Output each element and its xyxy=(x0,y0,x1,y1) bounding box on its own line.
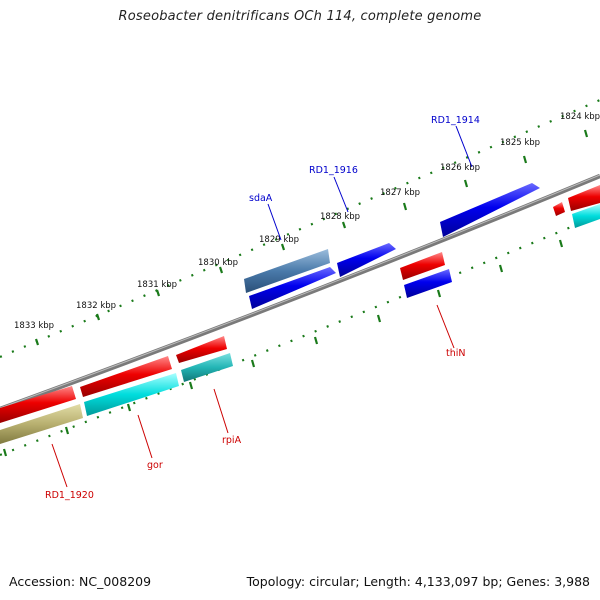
kbp-label: 1833 kbp xyxy=(14,321,54,331)
gene-thin[interactable] xyxy=(400,252,445,280)
forward-genes xyxy=(244,183,600,309)
reverse-genes xyxy=(0,252,452,444)
label-rd1-1916: RD1_1916 xyxy=(309,165,358,176)
gene-red-left-edge[interactable] xyxy=(0,386,76,423)
kbp-label: 1825 kbp xyxy=(500,138,540,148)
genome-backbone-highlight xyxy=(0,174,600,409)
inner-scale-ring xyxy=(0,213,600,457)
label-thin: thiN xyxy=(446,348,466,359)
outer-major-ticks xyxy=(34,129,589,346)
callout-lines xyxy=(51,125,473,488)
kbp-label: 1827 kbp xyxy=(380,188,420,198)
gene-sdaa[interactable] xyxy=(244,249,330,293)
gene-gor-cog[interactable] xyxy=(84,373,179,416)
gene-rd1-1920[interactable] xyxy=(0,404,83,444)
gene-red-right-edge[interactable] xyxy=(568,185,600,211)
kbp-label: 1826 kbp xyxy=(440,163,480,173)
map-title: Roseobacter denitrificans OCh 114, compl… xyxy=(118,9,482,24)
gene-red-small-right[interactable] xyxy=(553,202,565,216)
inner-major-ticks xyxy=(2,239,564,457)
kbp-labels: 1824 kbp 1825 kbp 1826 kbp 1827 kbp 1828… xyxy=(14,112,600,331)
genome-backbone xyxy=(0,173,600,412)
gene-rd1-1916[interactable] xyxy=(337,243,396,277)
kbp-label: 1832 kbp xyxy=(76,301,116,311)
accession-text: Accession: NC_008209 xyxy=(9,574,152,589)
label-rpia: rpiA xyxy=(222,435,242,446)
kbp-label: 1824 kbp xyxy=(560,112,600,122)
label-gor: gor xyxy=(147,460,163,471)
kbp-label: 1828 kbp xyxy=(320,212,360,222)
gene-gor[interactable] xyxy=(80,356,172,397)
gene-rpia-cog[interactable] xyxy=(181,353,233,382)
label-rd1-1914: RD1_1914 xyxy=(431,115,480,126)
gene-rd1-1914[interactable] xyxy=(440,183,540,237)
kbp-label: 1830 kbp xyxy=(198,258,238,268)
gene-thin-cog[interactable] xyxy=(404,269,452,298)
gene-labels: RD1_1914 RD1_1916 sdaA thiN rpiA gor RD1… xyxy=(45,115,480,501)
outer-scale-ring xyxy=(0,98,600,359)
kbp-label: 1829 kbp xyxy=(259,235,299,245)
label-rd1-1920: RD1_1920 xyxy=(45,490,94,501)
gene-rpia[interactable] xyxy=(176,336,227,363)
gene-blue-lower[interactable] xyxy=(249,267,336,309)
label-sdaa: sdaA xyxy=(249,193,273,204)
gene-cyan-right-edge[interactable] xyxy=(572,204,600,228)
kbp-label: 1831 kbp xyxy=(137,280,177,290)
genome-summary-text: Topology: circular; Length: 4,133,097 bp… xyxy=(246,574,590,589)
